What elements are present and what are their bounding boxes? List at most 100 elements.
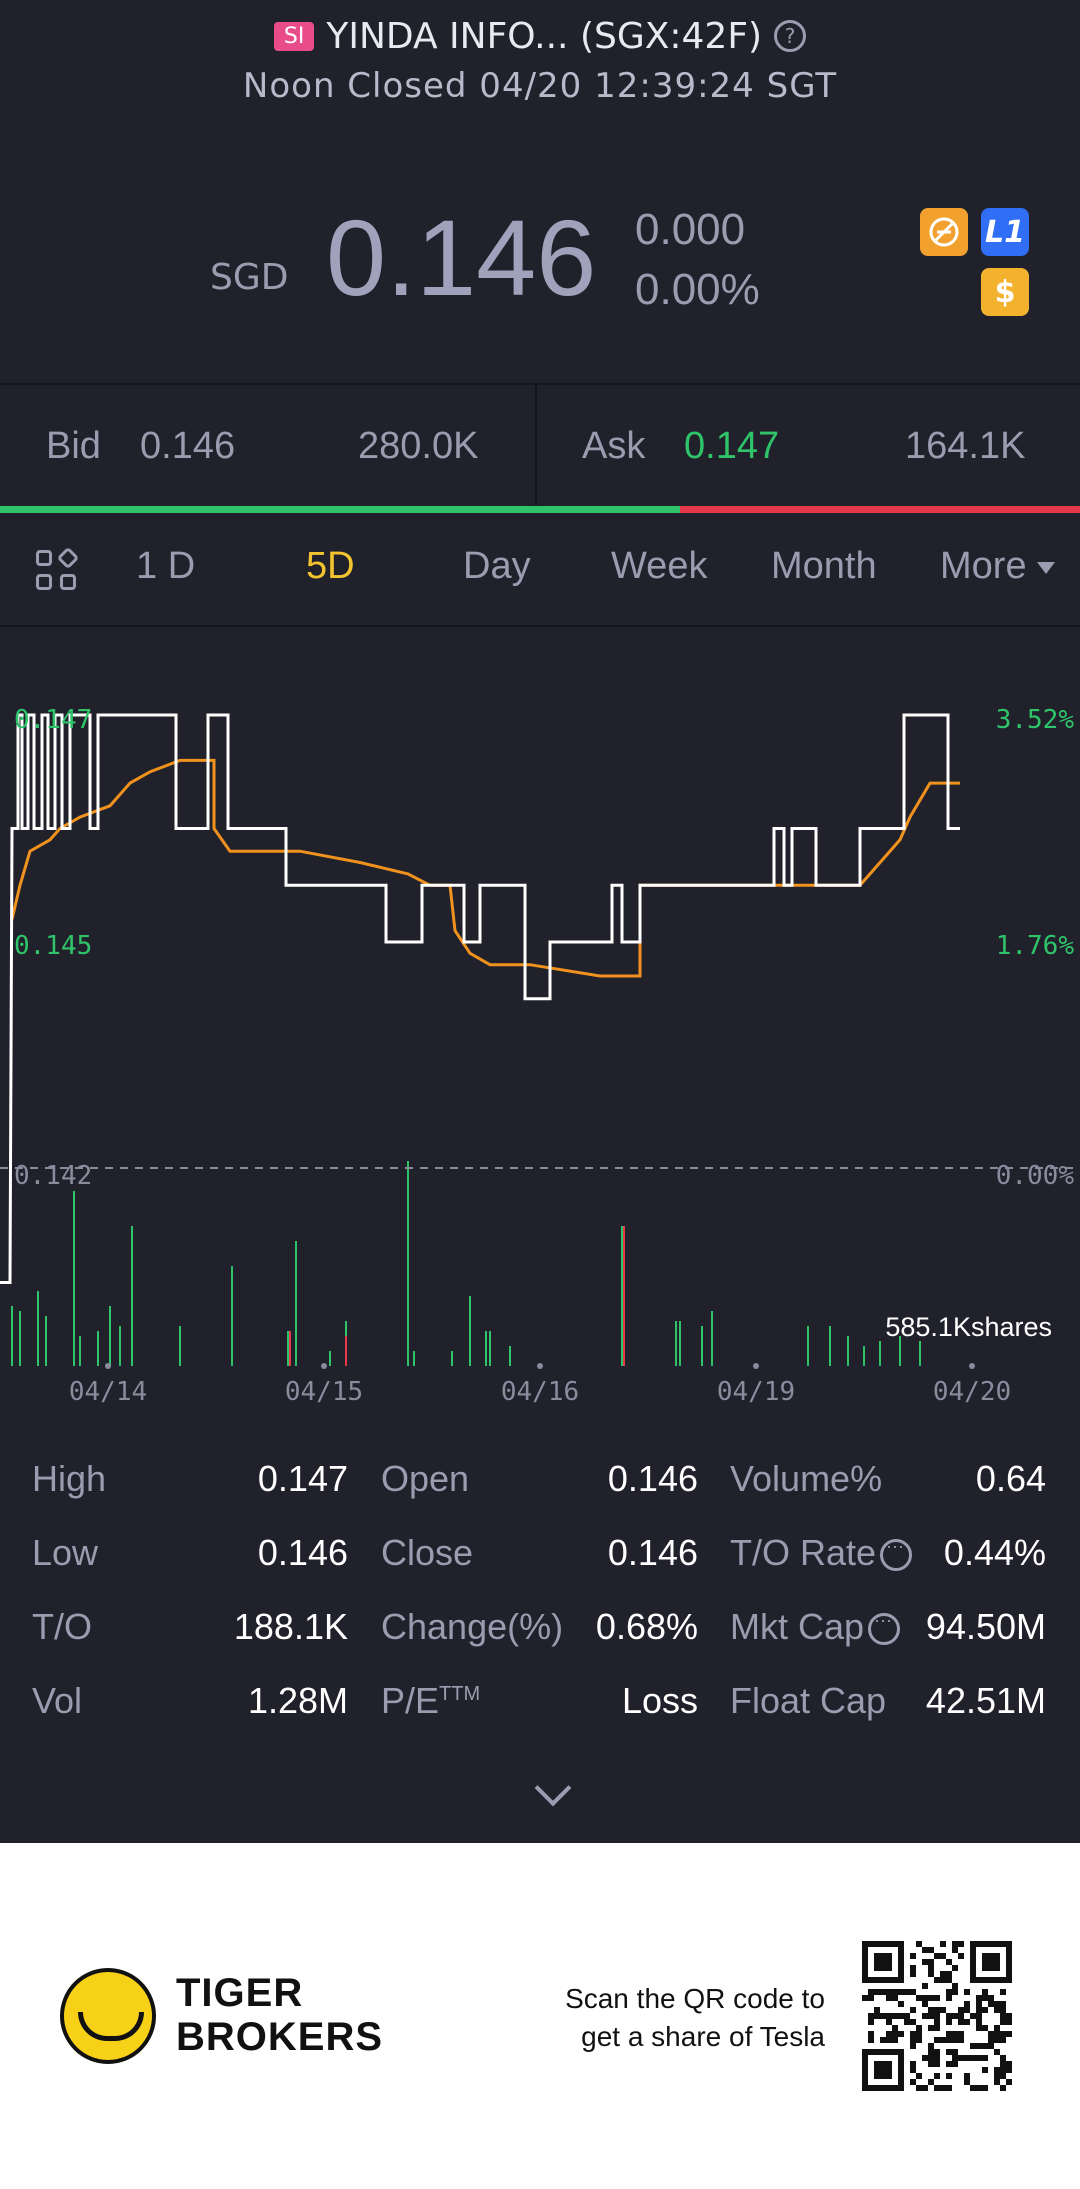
promo-footer: TIGER BROKERS Scan the QR code to get a … xyxy=(0,1843,1080,2189)
qr-module xyxy=(982,2085,988,2091)
qr-module xyxy=(946,2037,952,2043)
turnover-value: 188.1K xyxy=(233,1606,348,1647)
close-label: Close xyxy=(381,1532,474,1573)
qr-module xyxy=(928,1959,934,1965)
x-label: 04/16 xyxy=(501,1377,579,1407)
chevron-down-icon[interactable] xyxy=(534,1769,572,1807)
qr-module xyxy=(1006,2013,1012,2019)
qr-module xyxy=(874,2007,880,2013)
qr-module xyxy=(928,2025,934,2031)
x-label: 04/14 xyxy=(69,1377,147,1407)
qr-module xyxy=(964,2007,970,2013)
qr-module xyxy=(952,1983,958,1989)
volume-bars xyxy=(11,1161,921,1366)
qr-module xyxy=(1000,2037,1006,2043)
qr-module xyxy=(868,2031,874,2037)
low-label: Low xyxy=(32,1532,99,1573)
pe-text: P/E xyxy=(381,1680,440,1721)
qr-code-icon[interactable] xyxy=(862,1941,1012,2091)
dollar-icon[interactable]: $ xyxy=(981,268,1029,316)
qr-module xyxy=(916,2031,922,2037)
qr-module xyxy=(1006,2061,1012,2067)
qr-finder xyxy=(982,1953,1000,1971)
qr-module xyxy=(994,2037,1000,2043)
qr-module xyxy=(892,2025,898,2031)
qr-module xyxy=(952,2061,958,2067)
qr-module xyxy=(910,1953,916,1959)
qr-module xyxy=(922,1959,928,1965)
qr-module xyxy=(988,2043,994,2049)
brand-name: BROKERS xyxy=(176,2015,384,2059)
ask-label: Ask xyxy=(582,425,646,467)
qr-module xyxy=(892,2013,898,2019)
qr-module xyxy=(958,1953,964,1959)
qr-module xyxy=(904,2013,910,2019)
info-icon[interactable] xyxy=(880,1536,913,1572)
tab-week[interactable]: Week xyxy=(611,545,708,587)
qr-module xyxy=(922,2055,928,2061)
high-label: High xyxy=(32,1458,107,1499)
float-cap-label: Float Cap xyxy=(730,1680,887,1721)
change-pct-value: 0.68% xyxy=(595,1606,698,1647)
bid-size: 280.0K xyxy=(358,425,479,467)
qr-module xyxy=(880,2013,886,2019)
qr-module xyxy=(910,2007,916,2013)
qr-module xyxy=(988,2001,994,2007)
qr-module xyxy=(988,2037,994,2043)
qr-module xyxy=(982,2007,988,2013)
vol-value: 1.28M xyxy=(247,1680,348,1721)
price-block: SGD 0.146 0.000 0.00% L1 $ xyxy=(0,195,1080,335)
qr-module xyxy=(886,2013,892,2019)
price-chart[interactable]: 0.147 0.145 0.142 3.52% 1.76% 0.00% 585.… xyxy=(0,650,1080,1430)
volume-pct-value: 0.64 xyxy=(975,1458,1046,1499)
qr-module xyxy=(1000,2001,1006,2007)
bid-ask-panel[interactable]: Bid 0.146 280.0K Ask 0.147 164.1K xyxy=(0,385,1080,510)
qr-module xyxy=(988,1995,994,2001)
price-change: 0.000 xyxy=(635,205,746,254)
pe-superscript: TTM xyxy=(439,1683,481,1705)
qr-module xyxy=(892,1989,898,1995)
qr-module xyxy=(928,1971,934,1977)
tab-more[interactable]: More xyxy=(940,545,1055,588)
stats-grid: High 0.147 Open 0.146 Volume% 0.64 Low 0… xyxy=(0,1450,1080,1740)
qr-module xyxy=(898,2013,904,2019)
qr-module xyxy=(952,2049,958,2055)
qr-module xyxy=(994,2025,1000,2031)
level1-icon[interactable]: L1 xyxy=(981,208,1029,256)
qr-module xyxy=(940,2007,946,2013)
qr-module xyxy=(1006,2019,1012,2025)
currency: SGD xyxy=(210,257,289,298)
qr-module xyxy=(922,2013,928,2019)
layout-grid-icon[interactable] xyxy=(36,546,80,594)
tab-month[interactable]: Month xyxy=(771,545,877,587)
qr-module xyxy=(958,1941,964,1947)
hide-icon[interactable] xyxy=(920,208,968,256)
qr-module xyxy=(886,2037,892,2043)
qr-module xyxy=(964,2073,970,2079)
tab-5d[interactable]: 5D xyxy=(306,545,355,587)
turnover-rate-label[interactable]: T/O Rate xyxy=(730,1532,913,1574)
qr-module xyxy=(1000,2085,1006,2091)
tab-1d[interactable]: 1 D xyxy=(136,545,196,587)
bid-price: 0.146 xyxy=(140,425,236,467)
y-right-label: 3.52% xyxy=(996,705,1075,735)
qr-module xyxy=(934,2037,940,2043)
tiger-logo-icon xyxy=(60,1968,156,2064)
qr-module xyxy=(940,1977,946,1983)
qr-module xyxy=(958,2037,964,2043)
qr-module xyxy=(916,1941,922,1947)
tab-day[interactable]: Day xyxy=(463,545,531,587)
turnover-label: T/O xyxy=(32,1606,92,1647)
qr-module xyxy=(940,1971,946,1977)
qr-module xyxy=(868,1989,874,1995)
qr-module xyxy=(916,2037,922,2043)
average-price-line xyxy=(10,758,960,978)
qr-module xyxy=(976,2055,982,2061)
qr-module xyxy=(1000,2073,1006,2079)
y-right-label: 1.76% xyxy=(996,931,1075,961)
info-icon[interactable] xyxy=(868,1610,901,1646)
help-icon[interactable]: ? xyxy=(774,20,807,52)
qr-module xyxy=(904,1989,910,1995)
volume-label: 585.1Kshares xyxy=(885,1312,1052,1342)
market-cap-label[interactable]: Mkt Cap xyxy=(730,1606,901,1648)
